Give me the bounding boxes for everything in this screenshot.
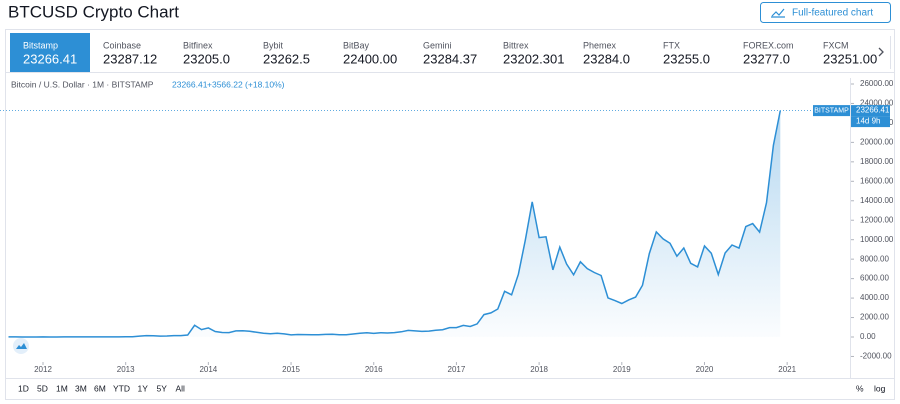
x-tick-label: 2016 bbox=[365, 365, 383, 374]
range-button[interactable]: 3M bbox=[75, 383, 87, 393]
tab-price: 23277.0 bbox=[743, 51, 790, 66]
full-chart-button[interactable] bbox=[760, 2, 891, 23]
scale-option[interactable]: log bbox=[874, 383, 886, 393]
price-tag-countdown-box bbox=[851, 116, 890, 128]
y-tick-label: 14000.00 bbox=[860, 196, 894, 205]
tab-price: 23266.41 bbox=[23, 51, 77, 66]
tab[interactable] bbox=[490, 33, 570, 72]
tab-name: Bitfinex bbox=[183, 40, 213, 50]
tab-price: 23202.301 bbox=[503, 51, 564, 66]
y-tick-label: 0.00 bbox=[860, 332, 876, 341]
tab-active[interactable] bbox=[10, 33, 90, 72]
widget-border bbox=[5, 29, 895, 400]
tab-price: 23284.37 bbox=[423, 51, 477, 66]
price-tag-box bbox=[851, 105, 890, 117]
tab-name: BitBay bbox=[343, 40, 370, 50]
page-title: BTCUSD Crypto Chart bbox=[8, 2, 179, 21]
tabs-next-arrow[interactable] bbox=[878, 47, 884, 57]
button-icon bbox=[771, 8, 785, 18]
tab-price: 23287.12 bbox=[103, 51, 157, 66]
x-tick-label: 2014 bbox=[199, 365, 217, 374]
tab-price: 23251.00 bbox=[823, 51, 877, 66]
range-button[interactable]: YTD bbox=[113, 383, 130, 393]
range-button[interactable]: 1D bbox=[18, 383, 29, 393]
tab-name: FXCM bbox=[823, 40, 849, 50]
range-button[interactable]: 6M bbox=[94, 383, 106, 393]
tab[interactable] bbox=[810, 33, 890, 72]
y-tick-label: 16000.00 bbox=[860, 176, 894, 185]
price-tag-countdown: 14d 9h bbox=[856, 117, 880, 126]
area-fill bbox=[8, 110, 781, 337]
price-tag-name-box bbox=[813, 105, 850, 117]
tab-name: Phemex bbox=[583, 40, 617, 50]
range-button[interactable]: 5D bbox=[37, 383, 48, 393]
tab[interactable] bbox=[650, 33, 730, 72]
tab[interactable] bbox=[90, 33, 170, 72]
tab-price: 23205.0 bbox=[183, 51, 230, 66]
tab-price: 23255.0 bbox=[663, 51, 710, 66]
tab-price: 23262.5 bbox=[263, 51, 310, 66]
y-tick-label: 8000.00 bbox=[860, 254, 889, 263]
x-tick-label: 2018 bbox=[530, 365, 548, 374]
y-tick-label: 26000.00 bbox=[860, 79, 894, 88]
y-tick-label: 10000.00 bbox=[860, 235, 894, 244]
x-tick-label: 2021 bbox=[778, 365, 796, 374]
tab[interactable] bbox=[170, 33, 250, 72]
range-button[interactable]: All bbox=[176, 383, 186, 393]
y-tick-label: 18000.00 bbox=[860, 157, 894, 166]
x-tick-label: 2020 bbox=[696, 365, 714, 374]
price-line bbox=[8, 110, 782, 338]
range-button[interactable]: 5Y bbox=[157, 383, 168, 393]
tab[interactable] bbox=[250, 33, 330, 72]
x-tick-label: 2012 bbox=[34, 365, 52, 374]
tab-name: FTX bbox=[663, 40, 680, 50]
scale-option[interactable]: % bbox=[856, 383, 864, 393]
y-tick-label: 2000.00 bbox=[860, 313, 889, 322]
tab-price: 23284.0 bbox=[583, 51, 630, 66]
y-tick-label: 24000.00 bbox=[860, 99, 894, 108]
full-chart-button-label: Full-featured chart bbox=[792, 8, 873, 19]
x-tick-label: 2015 bbox=[282, 365, 300, 374]
logo bbox=[13, 338, 29, 354]
tab-name: Coinbase bbox=[103, 40, 141, 50]
range-button[interactable]: 1Y bbox=[138, 383, 149, 393]
price-tag-value: 23266.41 bbox=[856, 106, 890, 115]
tab-name: Bitstamp bbox=[23, 40, 58, 50]
logo-mark bbox=[16, 343, 27, 349]
y-tick-label: 4000.00 bbox=[860, 293, 889, 302]
legend-price: 23266.41 bbox=[172, 79, 208, 89]
tab[interactable] bbox=[730, 33, 810, 72]
tab[interactable] bbox=[570, 33, 650, 72]
y-tick-label: 20000.00 bbox=[860, 137, 894, 146]
chart: -2000.00 0.00 2000.00 4000.00 6000.00 8000.00… bbox=[0, 78, 894, 378]
tab-name: Bittrex bbox=[503, 40, 529, 50]
tab-name: Bybit bbox=[263, 40, 284, 50]
toolbar: 1D 5D 1M 3M 6M YTD 1Y 5Y All% log bbox=[18, 383, 886, 393]
tab-price: 22400.00 bbox=[343, 51, 397, 66]
x-tick-label: 2017 bbox=[448, 365, 466, 374]
price-tag-name: BITSTAMP bbox=[814, 107, 849, 114]
tab-name: FOREX.com bbox=[743, 40, 794, 50]
tab[interactable] bbox=[330, 33, 410, 72]
y-tick-label: 6000.00 bbox=[860, 274, 889, 283]
tab-name: Gemini bbox=[423, 40, 452, 50]
range-button[interactable]: 1M bbox=[56, 383, 68, 393]
x-tick-label: 2013 bbox=[117, 365, 135, 374]
legend-change: +3566.22 (+18.10%) bbox=[207, 79, 285, 89]
tab[interactable] bbox=[410, 33, 490, 72]
legend-symbol: Bitcoin / U.S. Dollar · 1M · BITSTAMP bbox=[11, 79, 154, 89]
y-tick-label: 12000.00 bbox=[860, 215, 894, 224]
x-tick-label: 2019 bbox=[613, 365, 631, 374]
y-tick-label: -2000.00 bbox=[860, 352, 892, 361]
